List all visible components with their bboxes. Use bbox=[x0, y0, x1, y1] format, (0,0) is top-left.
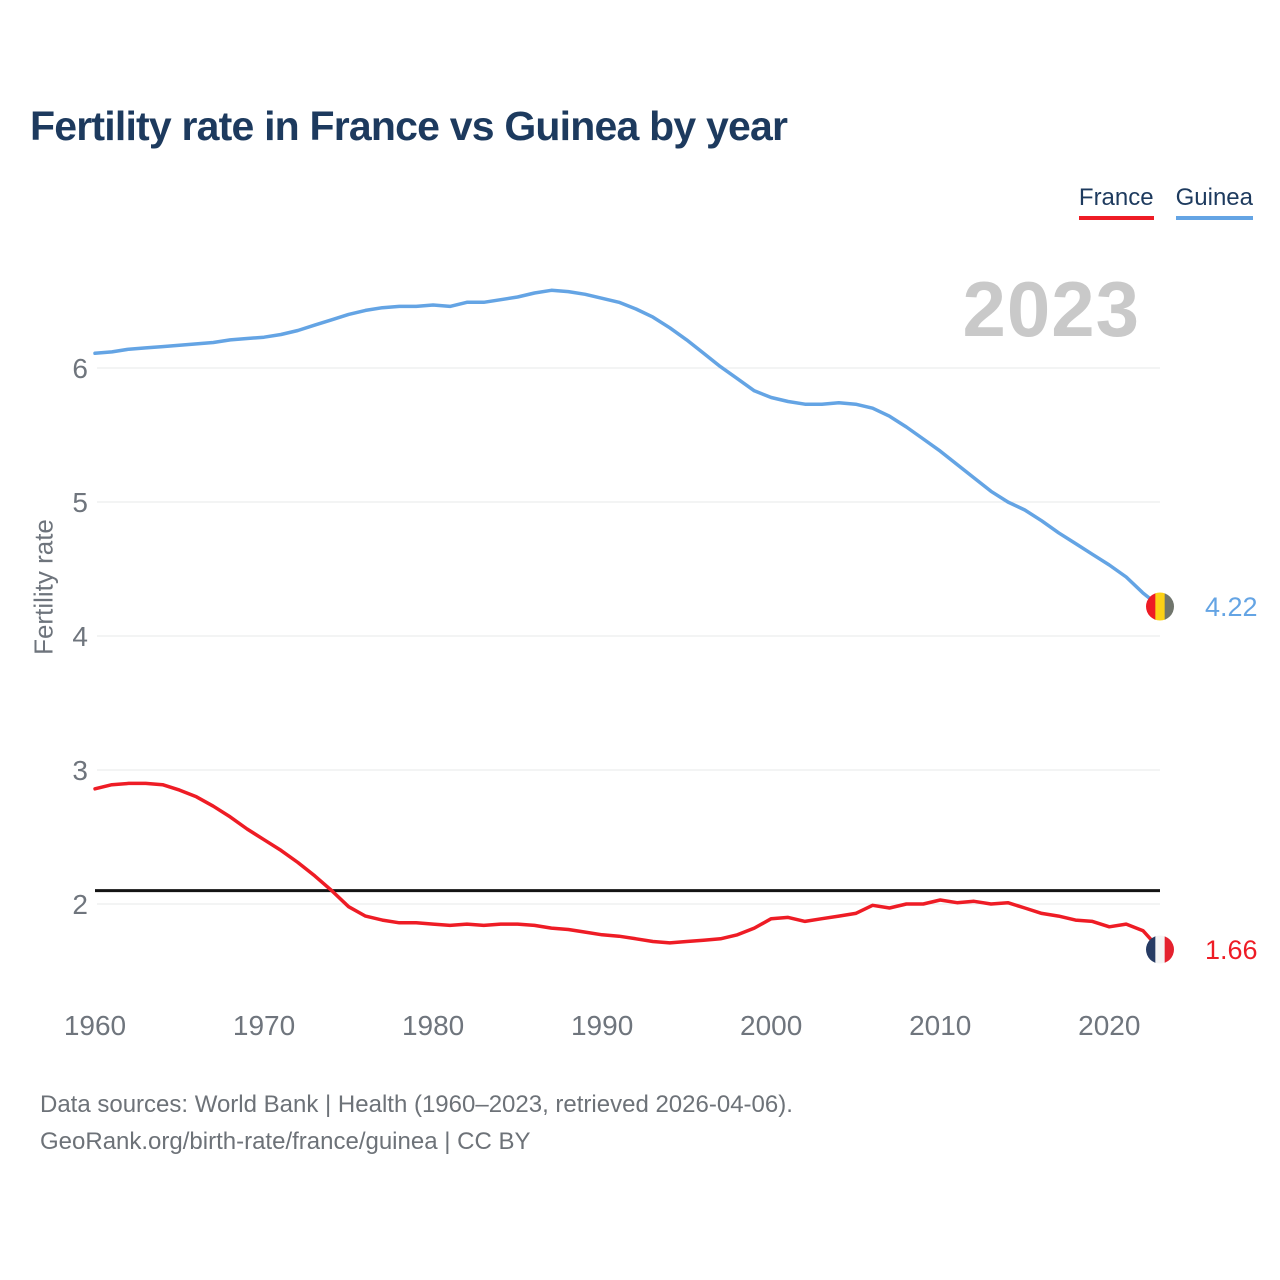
x-tick-label-1990: 1990 bbox=[571, 1010, 633, 1041]
y-tick-label-5: 5 bbox=[72, 487, 88, 518]
y-tick-label-4: 4 bbox=[72, 621, 88, 652]
source-footer: Data sources: World Bank | Health (1960–… bbox=[40, 1086, 793, 1160]
current-year-watermark: 2023 bbox=[962, 265, 1140, 353]
x-tick-label-2010: 2010 bbox=[909, 1010, 971, 1041]
x-tick-label-2020: 2020 bbox=[1078, 1010, 1140, 1041]
x-tick-label-1970: 1970 bbox=[233, 1010, 295, 1041]
legend-item-guinea[interactable]: Guinea bbox=[1175, 184, 1253, 220]
x-tick-label-2000: 2000 bbox=[740, 1010, 802, 1041]
series-line-france[interactable] bbox=[93, 781, 1162, 952]
y-tick-label-3: 3 bbox=[72, 755, 88, 786]
legend-item-france[interactable]: France bbox=[1078, 184, 1154, 220]
x-tick-label-1980: 1980 bbox=[402, 1010, 464, 1041]
series-line-guinea[interactable] bbox=[93, 288, 1162, 609]
legend: France Guinea bbox=[1078, 184, 1253, 220]
guinea-end-value-label: 4.22 bbox=[1205, 592, 1258, 622]
source-line-1: Data sources: World Bank | Health (1960–… bbox=[40, 1091, 793, 1118]
x-tick-label-1960: 1960 bbox=[64, 1010, 126, 1041]
france-flag-dot-icon bbox=[1146, 935, 1174, 964]
guinea-flag-dot-icon bbox=[1146, 592, 1174, 621]
france-end-value-label: 1.66 bbox=[1205, 935, 1258, 965]
page-title: Fertility rate in France vs Guinea by ye… bbox=[30, 103, 788, 149]
source-line-2: GeoRank.org/birth-rate/france/guinea | C… bbox=[40, 1128, 531, 1155]
y-tick-label-2: 2 bbox=[72, 889, 88, 920]
y-tick-label-6: 6 bbox=[72, 353, 88, 384]
